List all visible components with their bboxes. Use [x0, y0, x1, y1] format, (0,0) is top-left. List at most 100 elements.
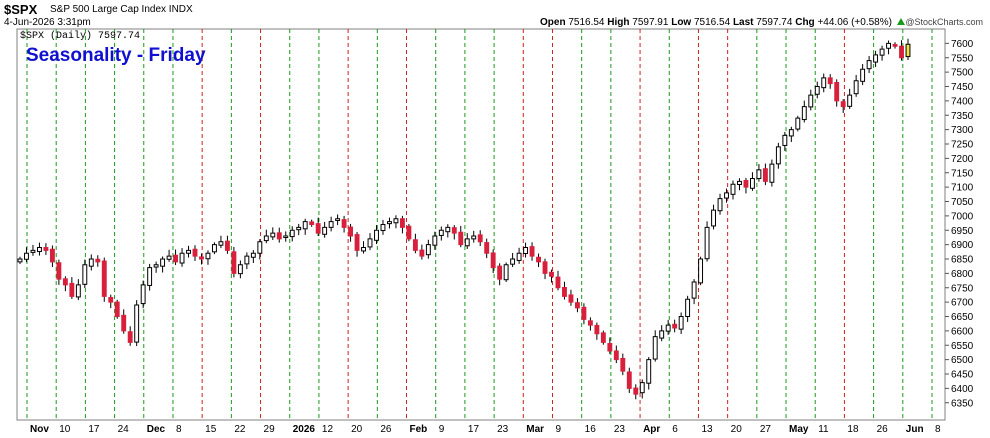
candle-body: [95, 258, 101, 263]
candle-body: [633, 387, 639, 395]
x-tick-label: Dec: [147, 424, 166, 435]
open-value: 7516.54: [568, 17, 605, 28]
candle-body: [328, 221, 334, 228]
candle-body: [432, 235, 438, 246]
candle-body: [860, 68, 866, 82]
x-tick-label: Jun: [906, 424, 924, 435]
candle-body: [769, 163, 775, 183]
candle-body: [594, 324, 600, 335]
candle-body: [574, 302, 580, 309]
candle-body: [698, 258, 704, 284]
candle-body: [600, 332, 606, 343]
candle-body: [218, 241, 224, 246]
candle-body: [646, 359, 652, 384]
x-tick-label: 29: [264, 424, 276, 435]
candle-body: [549, 271, 554, 277]
candle-body: [626, 371, 632, 389]
candle-body: [853, 80, 859, 95]
y-tick-label: 6850: [951, 255, 974, 266]
candle-body: [173, 254, 179, 263]
y-tick-label: 7100: [951, 183, 974, 194]
symbol-description: S&P 500 Large Cap Index INDX: [50, 4, 193, 15]
ohlc-readout: Open 7516.54 High 7597.91 Low 7516.54 La…: [540, 17, 905, 28]
candle-body: [114, 301, 120, 317]
candle-body: [199, 256, 204, 260]
candle-body: [419, 249, 425, 257]
y-tick-label: 6650: [951, 312, 974, 323]
candle-body: [801, 106, 807, 121]
x-tick-label: 23: [614, 424, 626, 435]
candle-body: [886, 42, 891, 49]
candle-body: [108, 297, 114, 303]
y-tick-label: 6700: [951, 298, 974, 309]
high-value: 7597.91: [632, 17, 669, 28]
chart-subtitle: $SPX (Daily) 7597.74: [20, 30, 140, 42]
y-tick-label: 6600: [951, 326, 974, 337]
candle-body: [134, 304, 140, 343]
candle-body: [581, 306, 587, 320]
y-tick-label: 6550: [951, 341, 974, 352]
candle-body: [244, 255, 250, 265]
candle-body: [62, 278, 68, 286]
candle-body: [847, 94, 853, 107]
y-tick-label: 6450: [951, 370, 974, 381]
y-tick-label: 6950: [951, 226, 974, 237]
y-tick-label: 7500: [951, 68, 974, 79]
candle-body: [464, 238, 470, 247]
x-tick-label: 10: [59, 424, 71, 435]
candle-body: [762, 168, 768, 182]
y-tick-label: 6800: [951, 269, 974, 280]
candle-body: [101, 260, 107, 297]
candles: [17, 38, 911, 400]
candle-body: [510, 258, 516, 265]
y-tick-label: 7200: [951, 154, 974, 165]
candle-body: [730, 183, 736, 195]
candle-body: [127, 331, 133, 343]
x-tick-label: 27: [760, 424, 772, 435]
candle-body: [555, 276, 561, 289]
candle-body: [237, 264, 243, 275]
candle-body: [387, 221, 392, 225]
candle-body: [639, 382, 645, 394]
y-tick-label: 7300: [951, 125, 974, 136]
candle-body: [367, 238, 373, 248]
candle-body: [892, 44, 898, 47]
y-axis: 6350 6400 6450 6500 6550 6600 6650 6700 6750 6800…: [945, 39, 974, 409]
low-label: Low: [671, 17, 692, 28]
candle-body: [354, 234, 360, 251]
x-tick-label: 9: [439, 424, 445, 435]
candle-body: [315, 223, 321, 234]
candle-body: [399, 218, 405, 228]
candle-body: [250, 252, 256, 258]
candle-body: [562, 286, 567, 297]
y-tick-label: 7450: [951, 82, 974, 93]
x-tick-label: 16: [585, 424, 597, 435]
copyright: @StockCharts.com: [905, 17, 983, 27]
high-label: High: [607, 17, 630, 28]
candle-body: [186, 249, 191, 254]
candle-body: [205, 252, 211, 260]
candle-body: [458, 231, 464, 246]
candle-body: [795, 117, 801, 130]
candle-body: [263, 235, 269, 242]
candle-body: [322, 226, 328, 235]
candle-body: [743, 180, 749, 188]
candle-body: [542, 261, 548, 274]
candle-body: [43, 247, 49, 251]
y-tick-label: 6750: [951, 283, 974, 294]
candle-body: [445, 226, 451, 233]
y-tick-label: 7250: [951, 140, 974, 151]
x-tick-label: 11: [818, 424, 829, 435]
y-tick-label: 7050: [951, 197, 974, 208]
x-tick-label: 13: [701, 424, 713, 435]
candle-body: [56, 262, 62, 280]
x-tick-label: 18: [847, 424, 859, 435]
candle-body: [536, 256, 541, 263]
candle-body: [37, 247, 42, 253]
candle-body: [782, 134, 788, 146]
candle-body: [685, 298, 691, 317]
candle-body: [529, 246, 535, 257]
candle-body: [814, 86, 820, 95]
candle-body: [17, 258, 23, 263]
candle-body: [523, 247, 529, 255]
